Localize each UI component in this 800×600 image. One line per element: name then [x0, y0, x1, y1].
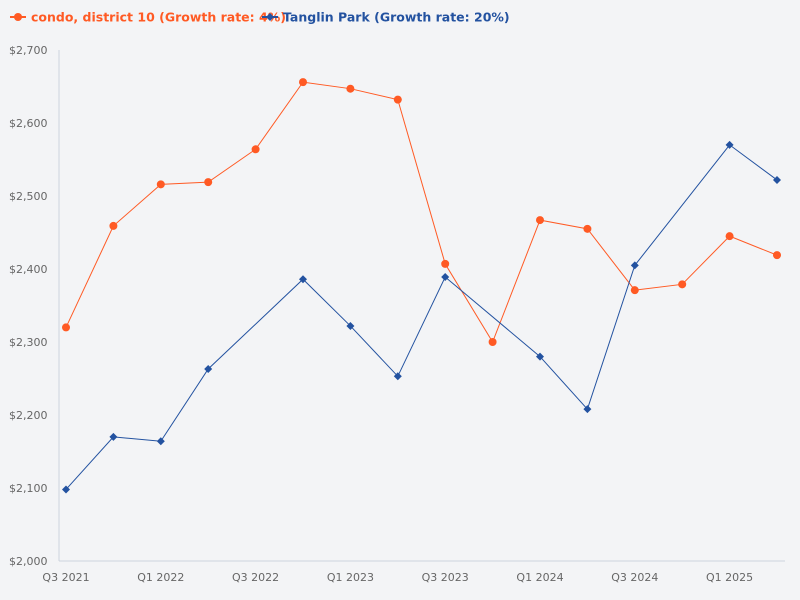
data-point — [583, 405, 592, 414]
data-point — [630, 261, 639, 270]
y-tick-label: $2,500 — [9, 190, 48, 203]
x-tick-label: Q3 2024 — [611, 571, 658, 584]
data-point — [393, 372, 402, 381]
data-point — [109, 221, 118, 230]
data-point — [773, 175, 781, 184]
data-point — [441, 273, 450, 282]
x-tick-label: Q1 2025 — [706, 571, 753, 584]
data-point — [441, 259, 450, 268]
series-line-0 — [65, 81, 778, 344]
x-tick-label: Q1 2024 — [516, 571, 563, 584]
x-tick-label: Q3 2023 — [422, 571, 469, 584]
y-tick-label: $2,300 — [9, 336, 48, 349]
series-line-1 — [65, 144, 778, 490]
data-point — [204, 365, 213, 374]
x-tick-label: Q1 2023 — [327, 571, 374, 584]
data-point — [678, 280, 687, 289]
data-point — [156, 437, 165, 446]
x-tick-label: Q3 2022 — [232, 571, 279, 584]
data-point — [299, 275, 307, 284]
data-point — [725, 232, 734, 241]
y-tick-label: $2,400 — [9, 263, 48, 276]
legend-label: condo, district 10 (Growth rate: 4%) — [31, 10, 286, 25]
plot-area — [62, 78, 781, 494]
data-point — [536, 216, 544, 225]
y-tick-label: $2,100 — [9, 482, 48, 495]
y-tick-label: $2,700 — [9, 44, 48, 57]
data-point — [251, 145, 260, 154]
data-point — [109, 432, 118, 441]
y-tick-label: $2,000 — [9, 555, 48, 568]
data-point — [773, 251, 781, 260]
data-point — [583, 224, 592, 233]
y-tick-label: $2,200 — [9, 409, 48, 422]
legend-marker — [266, 13, 274, 21]
axes: $2,000 $2,100 $2,200 $2,300 $2,400 $2,500 $2,6… — [9, 44, 785, 584]
y-tick-label: $2,600 — [9, 117, 48, 130]
legend: condo, district 10 (Growth rate: 4%)Tang… — [10, 10, 510, 25]
legend-marker — [14, 13, 22, 21]
data-point — [204, 178, 213, 187]
data-point — [725, 140, 734, 149]
data-point — [62, 323, 70, 332]
data-point — [536, 352, 544, 361]
data-point — [488, 338, 497, 346]
x-tick-label: Q1 2022 — [137, 571, 184, 584]
data-point — [346, 84, 355, 93]
legend-label: Tanglin Park (Growth rate: 20%) — [283, 10, 510, 25]
x-tick-label: Q3 2021 — [42, 571, 89, 584]
data-point — [630, 286, 639, 295]
data-point — [299, 78, 307, 87]
data-point — [156, 180, 165, 189]
data-point — [346, 321, 355, 330]
data-point — [62, 485, 70, 494]
data-point — [393, 95, 402, 104]
